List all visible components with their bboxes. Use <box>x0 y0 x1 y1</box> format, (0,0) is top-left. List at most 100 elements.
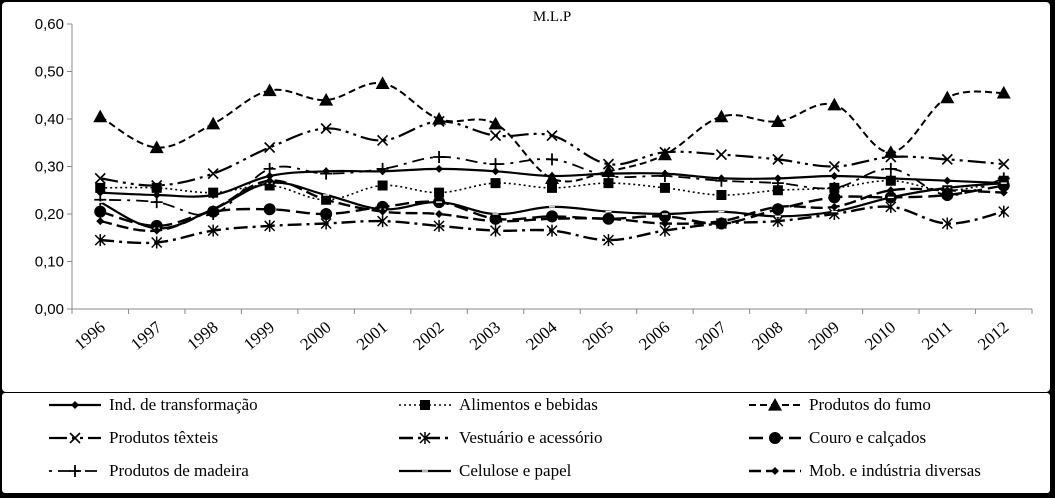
series-9-point <box>548 214 556 223</box>
series-3-point <box>149 140 164 154</box>
series-9-point <box>773 202 782 211</box>
series-1-point <box>491 167 500 176</box>
series-3-point <box>996 85 1011 99</box>
legend-item: Produtos têxteis <box>47 426 218 450</box>
legend-swatch <box>49 432 101 444</box>
series-4-point <box>715 149 727 161</box>
x-tick-label: 2002 <box>409 318 447 354</box>
series-5-point <box>941 217 953 230</box>
legend-item: Produtos do fumo <box>747 393 931 417</box>
series-5-point <box>94 234 106 247</box>
legend-swatch <box>399 400 451 410</box>
legend-swatch <box>49 465 101 477</box>
x-tick-label: 2009 <box>805 318 843 354</box>
x-tick-label: 1999 <box>240 318 278 354</box>
series-7-point <box>320 167 333 180</box>
y-tick-label: 0,40 <box>35 111 64 128</box>
series-3-point <box>770 114 785 127</box>
x-tick-label: 2004 <box>522 317 561 354</box>
series-5-point <box>772 215 784 228</box>
legend-swatch-marker <box>69 465 81 477</box>
series-9-point <box>378 207 387 216</box>
series-4-point <box>772 153 784 165</box>
series-9-point <box>999 188 1008 197</box>
legend-label: Celulose e papel <box>459 461 572 480</box>
legend-label: Ind. de transformação <box>109 395 258 414</box>
legend-swatch <box>399 469 451 473</box>
x-tick-label: 2000 <box>296 318 334 354</box>
legend-item: Vestuário e acessório <box>397 426 603 450</box>
series-5-point <box>207 224 219 237</box>
x-tick-label: 2006 <box>635 318 673 354</box>
series-3-point <box>93 109 108 123</box>
series-9-point <box>96 217 105 226</box>
x-tick-label: 2005 <box>579 318 617 354</box>
series-3-point <box>319 93 334 106</box>
series-4-point <box>320 122 332 135</box>
series-9-point <box>660 219 669 228</box>
x-tick-label: 2001 <box>353 318 391 354</box>
chart-title: M.L.P <box>533 9 571 25</box>
legend-swatch <box>749 467 801 475</box>
legend-swatch-marker <box>771 467 779 475</box>
series-4-point <box>377 134 389 146</box>
x-tick-label: 1998 <box>183 318 221 354</box>
series-3-point <box>657 147 672 161</box>
legend-swatch-marker <box>768 398 782 411</box>
series-9-point <box>322 195 331 204</box>
series-4-point <box>489 130 502 142</box>
series-9-point <box>435 210 444 218</box>
series-9-point <box>886 186 895 195</box>
series-5-point <box>602 234 615 247</box>
legend-label: Vestuário e acessório <box>459 428 603 447</box>
x-tick-label: 2008 <box>748 318 786 354</box>
x-tick-label: 2003 <box>466 318 504 354</box>
legend-item: Alimentos e bebidas <box>397 393 598 417</box>
series-9-point <box>152 226 161 235</box>
series-3-point <box>827 97 842 111</box>
x-tick-label: 2010 <box>861 318 899 354</box>
series-3-point <box>488 116 503 130</box>
series-5-point <box>489 224 502 237</box>
legend-swatch <box>399 432 451 444</box>
legend-swatch <box>749 432 801 444</box>
series-1-point <box>435 164 444 173</box>
series-4-point <box>941 153 953 165</box>
x-tick-label: 1997 <box>127 317 166 354</box>
series-4-point <box>207 168 219 180</box>
y-tick-label: 0,10 <box>35 254 64 271</box>
legend-label: Produtos de madeira <box>109 461 249 480</box>
series-7-point <box>94 193 107 206</box>
series-9-point <box>209 205 218 214</box>
series-9-point <box>491 217 500 226</box>
series-1-point <box>943 176 952 185</box>
series-4-point <box>433 115 445 127</box>
series-2-point <box>885 175 896 186</box>
marker-layer <box>93 76 1011 249</box>
x-tick-label: 2011 <box>918 318 956 354</box>
x-tick-label: 2012 <box>974 318 1012 354</box>
series-6-point <box>94 205 107 218</box>
series-4-point <box>151 179 163 192</box>
y-tick-label: 0,60 <box>35 16 64 33</box>
legend-swatch <box>49 401 101 409</box>
series-2-point <box>151 182 162 193</box>
series-7-point <box>828 181 841 194</box>
series-4-point <box>94 172 106 184</box>
series-3-point <box>375 76 390 89</box>
series-7-point <box>715 174 728 187</box>
x-tick-label: 1996 <box>71 318 109 354</box>
series-3-point <box>206 116 221 130</box>
legend-swatch-marker <box>769 432 781 444</box>
series-7-point <box>489 158 502 171</box>
series-2-point <box>264 180 275 191</box>
legend-swatch-marker <box>69 432 81 444</box>
series-6-point <box>320 208 333 220</box>
series-7-point <box>433 151 446 163</box>
series-6-line <box>99 184 1004 228</box>
series-2-point <box>434 187 445 198</box>
series-1-point <box>830 172 839 180</box>
series-7-point <box>150 196 163 209</box>
series-7-point <box>376 162 389 175</box>
series-4-point <box>659 146 671 158</box>
